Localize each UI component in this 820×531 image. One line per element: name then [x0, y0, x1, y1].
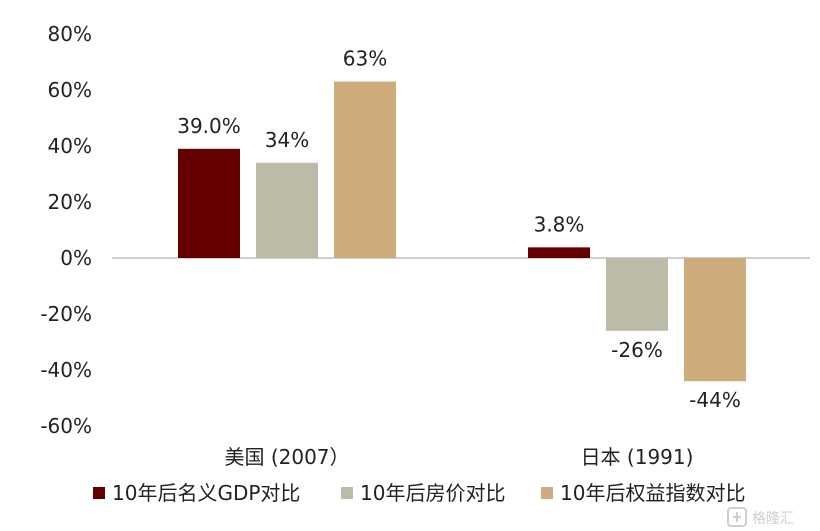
legend-swatch — [341, 487, 353, 499]
data-label: 63% — [343, 47, 387, 71]
legend-swatch — [541, 487, 553, 499]
bar — [256, 162, 318, 258]
data-label: 3.8% — [534, 212, 585, 236]
y-axis: 80% 60% 40% 20% 0% -20% -40% -60% — [40, 22, 92, 438]
legend-label: 10年后名义GDP对比 — [112, 481, 300, 505]
legend-label: 10年后房价对比 — [360, 481, 505, 505]
legend: 10年后名义GDP对比 10年后房价对比 10年后权益指数对比 — [93, 481, 745, 505]
data-label: 34% — [265, 128, 309, 152]
watermark: 格隆汇 — [727, 507, 794, 527]
y-tick-label: -60% — [40, 414, 92, 438]
bar — [178, 148, 240, 258]
data-label: -26% — [611, 338, 663, 362]
legend-label: 10年后权益指数对比 — [560, 481, 745, 505]
category-labels: 美国 (2007） 日本 (1991) — [224, 445, 693, 469]
y-tick-label: 20% — [48, 190, 92, 214]
legend-swatch — [93, 487, 105, 499]
data-label: 39.0% — [177, 114, 241, 138]
y-tick-label: -20% — [40, 302, 92, 326]
y-tick-label: 80% — [48, 22, 92, 46]
y-tick-label: -40% — [40, 358, 92, 382]
y-tick-label: 40% — [48, 134, 92, 158]
bars — [178, 81, 746, 382]
data-labels: 39.0% 3.8% 34% -26% 63% -44% — [177, 47, 741, 413]
x-category-label: 美国 (2007） — [224, 445, 349, 469]
x-category-label: 日本 (1991) — [581, 445, 694, 469]
bar — [334, 81, 396, 258]
watermark-text: 格隆汇 — [752, 511, 794, 527]
y-tick-label: 60% — [48, 78, 92, 102]
bar — [528, 247, 590, 258]
data-label: -44% — [689, 388, 741, 412]
bar — [684, 258, 746, 382]
y-tick-label: 0% — [60, 246, 92, 270]
bar — [606, 258, 668, 331]
logo-icon — [727, 507, 747, 527]
